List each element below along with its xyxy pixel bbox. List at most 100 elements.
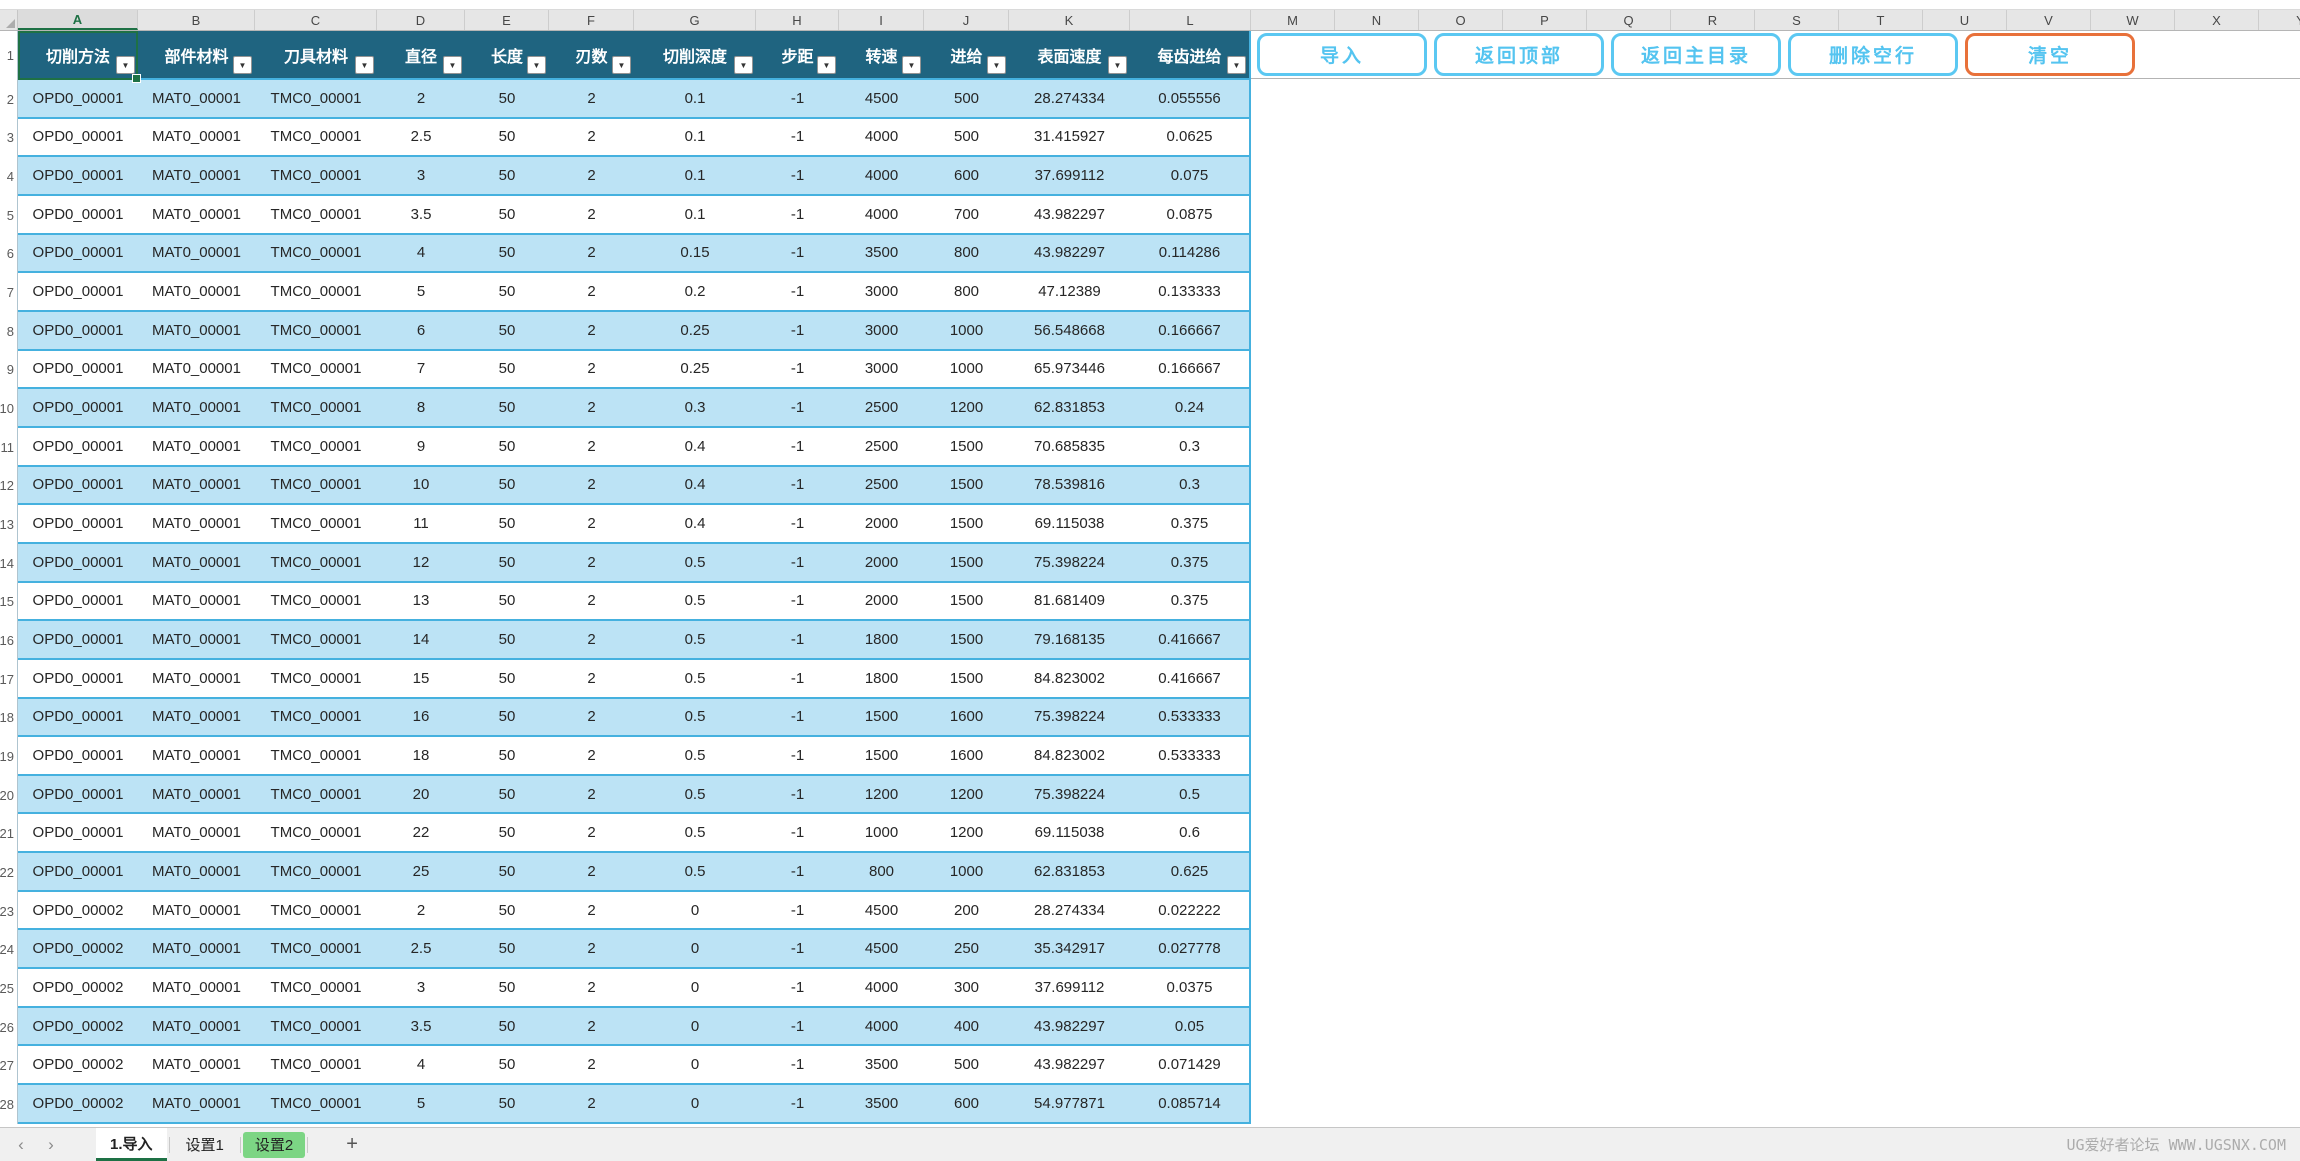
table-cell[interactable]: -1: [756, 427, 839, 467]
table-cell[interactable]: OPD0_00002: [18, 1046, 138, 1086]
table-cell[interactable]: OPD0_00001: [18, 582, 138, 622]
table-cell[interactable]: OPD0_00001: [18, 195, 138, 235]
table-cell[interactable]: 0.15: [634, 234, 756, 274]
table-cell[interactable]: MAT0_00001: [138, 118, 255, 158]
table-cell[interactable]: 0.5: [634, 582, 756, 622]
table-cell[interactable]: OPD0_00001: [18, 311, 138, 351]
table-cell[interactable]: 4500: [839, 930, 924, 970]
table-cell[interactable]: -1: [756, 775, 839, 815]
table-cell[interactable]: MAT0_00001: [138, 930, 255, 970]
table-cell[interactable]: OPD0_00001: [18, 737, 138, 776]
table-cell[interactable]: -1: [756, 118, 839, 158]
table-cell[interactable]: MAT0_00001: [138, 311, 255, 351]
table-cell[interactable]: 0: [634, 969, 756, 1008]
table-cell[interactable]: 0.055556: [1130, 80, 1251, 119]
table-cell[interactable]: MAT0_00001: [138, 466, 255, 506]
table-cell[interactable]: MAT0_00001: [138, 814, 255, 854]
column-letter-P[interactable]: P: [1503, 10, 1587, 30]
table-cell[interactable]: 3500: [839, 1085, 924, 1124]
table-cell[interactable]: 6: [377, 311, 465, 351]
row-number[interactable]: 17: [0, 659, 18, 699]
table-cell[interactable]: 1200: [924, 814, 1009, 854]
column-letter-O[interactable]: O: [1419, 10, 1503, 30]
table-cell[interactable]: 250: [924, 930, 1009, 970]
table-cell[interactable]: OPD0_00001: [18, 350, 138, 390]
table-cell[interactable]: 28.274334: [1009, 891, 1130, 931]
table-cell[interactable]: 0.05: [1130, 1007, 1251, 1047]
table-cell[interactable]: 2: [549, 157, 634, 196]
row-number[interactable]: 21: [0, 814, 18, 854]
filter-dropdown-icon[interactable]: ▼: [233, 56, 252, 74]
table-cell[interactable]: -1: [756, 1085, 839, 1124]
table-cell[interactable]: MAT0_00001: [138, 737, 255, 776]
table-cell[interactable]: 0.4: [634, 427, 756, 467]
table-cell[interactable]: 2: [549, 621, 634, 660]
back-to-top-button[interactable]: 返回顶部: [1434, 33, 1604, 76]
row-number[interactable]: 20: [0, 775, 18, 815]
table-cell[interactable]: 0.5: [634, 814, 756, 854]
table-cell[interactable]: 2: [549, 930, 634, 970]
table-cell[interactable]: 0.5: [634, 621, 756, 660]
table-cell[interactable]: 0.6: [1130, 814, 1251, 854]
table-cell[interactable]: 0: [634, 1085, 756, 1124]
table-cell[interactable]: 50: [465, 195, 549, 235]
table-cell[interactable]: 84.823002: [1009, 737, 1130, 776]
table-cell[interactable]: 3: [377, 969, 465, 1008]
table-cell[interactable]: 0.533333: [1130, 698, 1251, 738]
table-cell[interactable]: 0.5: [634, 659, 756, 699]
table-cell[interactable]: 0.133333: [1130, 273, 1251, 312]
header-cell[interactable]: 每齿进给 ▼: [1130, 31, 1251, 80]
header-cell[interactable]: 刀具材料 ▼: [255, 31, 377, 80]
row-number[interactable]: 1: [0, 31, 18, 80]
header-cell[interactable]: 步距 ▼: [756, 31, 839, 80]
header-cell[interactable]: 进给 ▼: [924, 31, 1009, 80]
table-cell[interactable]: 0.25: [634, 350, 756, 390]
filter-dropdown-icon[interactable]: ▼: [817, 56, 836, 74]
header-cell[interactable]: 切削方法 ▼: [18, 31, 141, 83]
column-letter-X[interactable]: X: [2175, 10, 2259, 30]
table-cell[interactable]: TMC0_00001: [255, 234, 377, 274]
table-cell[interactable]: 500: [924, 1046, 1009, 1086]
table-cell[interactable]: 0.625: [1130, 853, 1251, 892]
row-number[interactable]: 10: [0, 389, 18, 428]
table-cell[interactable]: 31.415927: [1009, 118, 1130, 158]
table-cell[interactable]: 43.982297: [1009, 234, 1130, 274]
table-cell[interactable]: OPD0_00001: [18, 621, 138, 660]
column-letter-N[interactable]: N: [1335, 10, 1419, 30]
filter-dropdown-icon[interactable]: ▼: [902, 56, 921, 74]
table-cell[interactable]: 1500: [924, 582, 1009, 622]
table-cell[interactable]: 4000: [839, 1007, 924, 1047]
table-cell[interactable]: 5: [377, 273, 465, 312]
add-sheet-icon[interactable]: +: [346, 1133, 358, 1155]
table-cell[interactable]: OPD0_00001: [18, 505, 138, 544]
table-cell[interactable]: TMC0_00001: [255, 427, 377, 467]
table-cell[interactable]: 1500: [924, 505, 1009, 544]
table-cell[interactable]: 81.681409: [1009, 582, 1130, 622]
table-cell[interactable]: 0: [634, 930, 756, 970]
table-cell[interactable]: MAT0_00001: [138, 234, 255, 274]
table-cell[interactable]: MAT0_00001: [138, 389, 255, 428]
column-letter-F[interactable]: F: [549, 10, 634, 30]
filter-dropdown-icon[interactable]: ▼: [527, 56, 546, 74]
table-cell[interactable]: 2: [549, 698, 634, 738]
table-cell[interactable]: OPD0_00002: [18, 891, 138, 931]
table-cell[interactable]: 1800: [839, 621, 924, 660]
table-cell[interactable]: 50: [465, 1007, 549, 1047]
table-cell[interactable]: 50: [465, 621, 549, 660]
table-cell[interactable]: 2000: [839, 505, 924, 544]
column-letter-K[interactable]: K: [1009, 10, 1130, 30]
table-cell[interactable]: 37.699112: [1009, 969, 1130, 1008]
table-cell[interactable]: 65.973446: [1009, 350, 1130, 390]
table-cell[interactable]: 1000: [839, 814, 924, 854]
table-cell[interactable]: 2: [549, 814, 634, 854]
column-letter-Y[interactable]: Y: [2259, 10, 2300, 30]
table-cell[interactable]: OPD0_00001: [18, 157, 138, 196]
table-cell[interactable]: 50: [465, 427, 549, 467]
table-cell[interactable]: 50: [465, 350, 549, 390]
table-cell[interactable]: OPD0_00001: [18, 273, 138, 312]
table-cell[interactable]: 0.24: [1130, 389, 1251, 428]
table-cell[interactable]: TMC0_00001: [255, 853, 377, 892]
table-cell[interactable]: 0: [634, 1046, 756, 1086]
table-cell[interactable]: 2: [549, 466, 634, 506]
table-cell[interactable]: 10: [377, 466, 465, 506]
